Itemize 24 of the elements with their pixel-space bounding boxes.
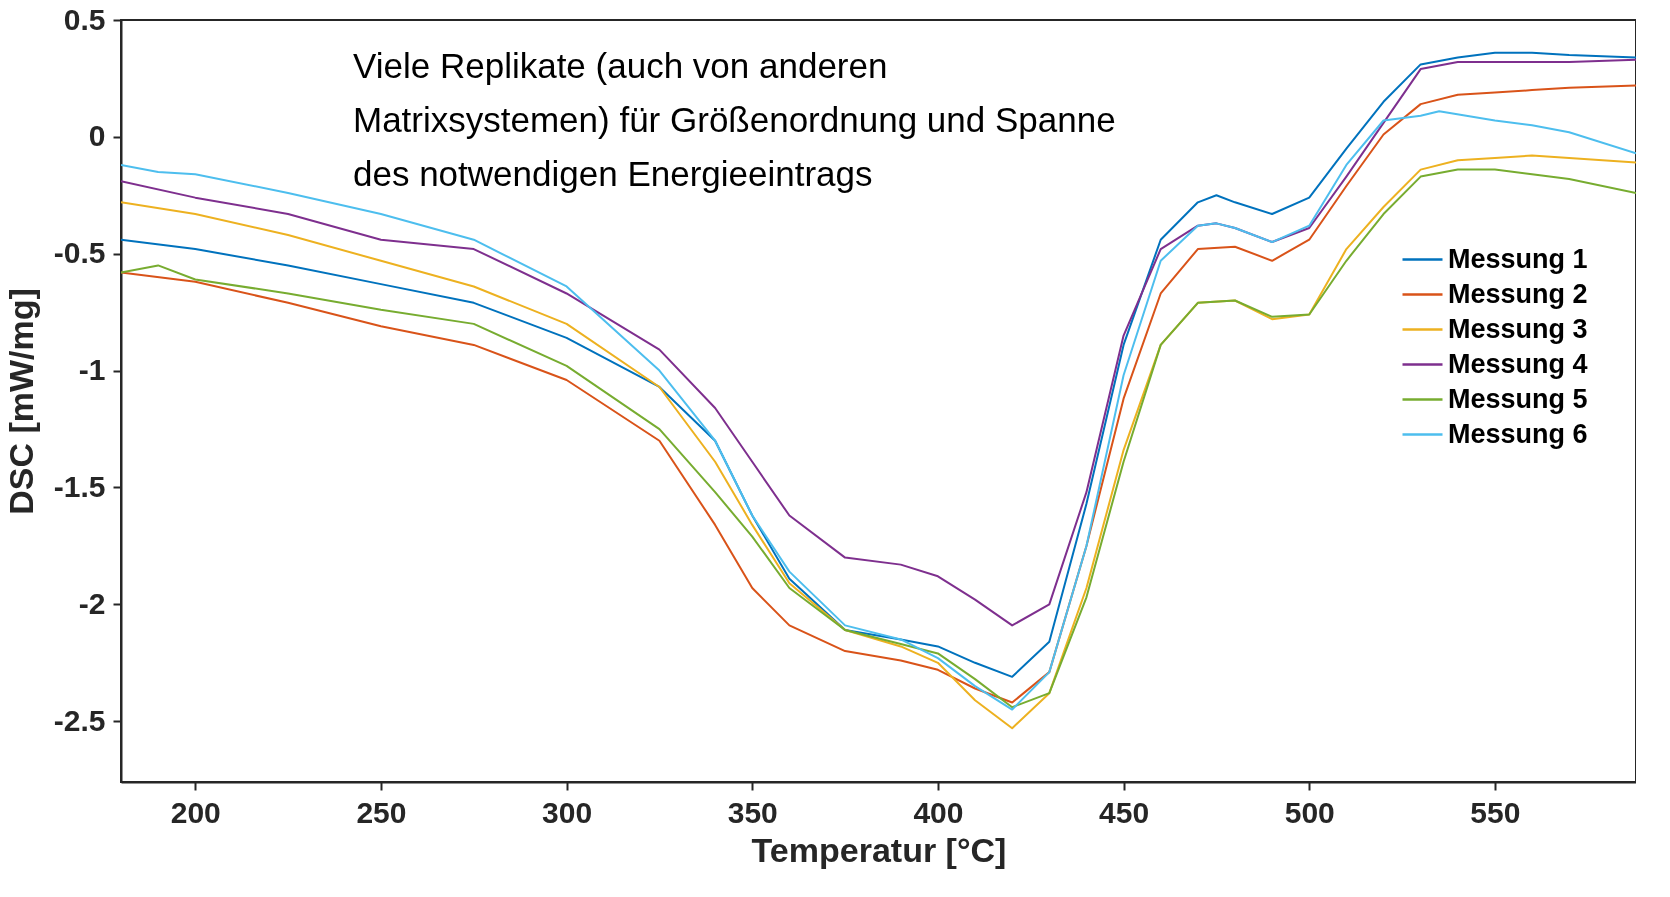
x-tick-label: 550 <box>1470 795 1521 829</box>
x-tick-label: 450 <box>1099 795 1150 829</box>
y-tick-label: -0.5 <box>53 236 106 270</box>
x-tick-label: 250 <box>356 795 407 829</box>
x-tick-label: 300 <box>542 795 593 829</box>
y-tick-label: -2 <box>78 586 106 620</box>
y-tick-label: -2.5 <box>53 703 106 737</box>
x-tick-label: 350 <box>727 795 778 829</box>
x-tick-label: 500 <box>1284 795 1335 829</box>
y-tick-label: 0.5 <box>63 2 106 36</box>
legend-label: Messung 3 <box>1448 313 1588 344</box>
y-axis-title: DSC [mW/mg] <box>1 288 40 515</box>
legend-label: Messung 1 <box>1448 243 1588 274</box>
x-tick-label: 400 <box>913 795 964 829</box>
y-tick-label: -1.5 <box>53 469 106 503</box>
legend-label: Messung 2 <box>1448 278 1588 309</box>
legend-label: Messung 5 <box>1448 383 1588 414</box>
y-tick-label: 0 <box>88 119 106 153</box>
annotation: Viele Replikate (auch von anderen Matrixsystemen) für Größenordnung und Spanne des notwendigen Energieeintrags <box>353 46 1116 193</box>
legend-label: Messung 4 <box>1448 348 1588 379</box>
x-axis-title: Temperatur [°C] <box>751 830 1007 869</box>
legend-label: Messung 6 <box>1448 418 1588 449</box>
x-tick-label: 200 <box>170 795 221 829</box>
y-tick-label: -1 <box>78 353 106 387</box>
